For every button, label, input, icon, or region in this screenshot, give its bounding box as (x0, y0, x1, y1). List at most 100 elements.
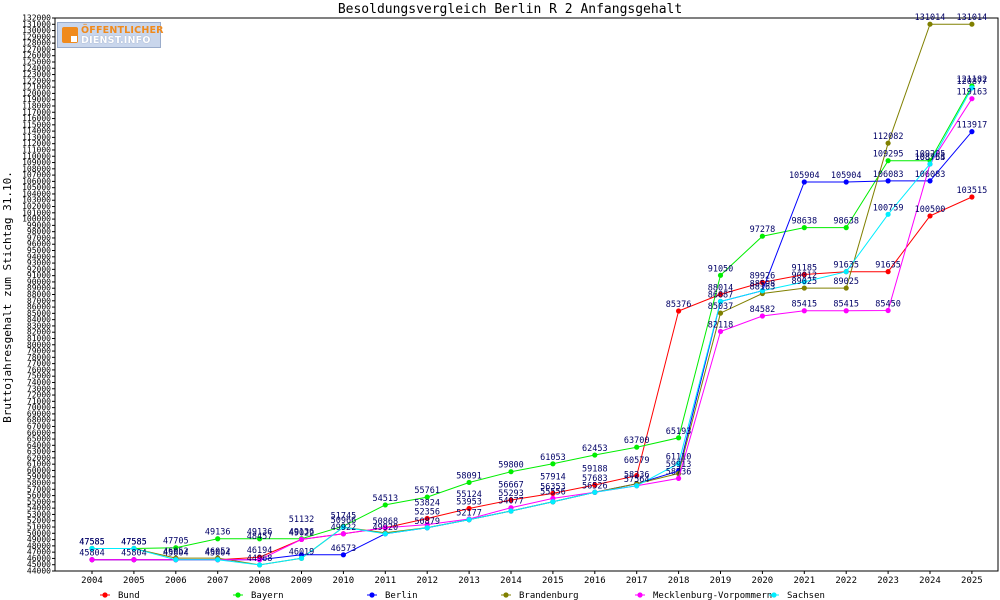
y-tick-label: 100000 (22, 215, 51, 224)
data-point-bayern (592, 452, 598, 458)
y-tick-label: 94000 (27, 252, 51, 261)
data-label: 55293 (498, 489, 524, 499)
data-point-mecklenburg-vorpommern (969, 96, 975, 102)
y-tick-label: 98000 (27, 227, 51, 236)
data-point-bayern (759, 233, 766, 239)
x-tick-label: 2017 (626, 576, 648, 586)
data-point-mecklenburg-vorpommern (676, 475, 682, 481)
legend: Bund Bayern Berlin Brandenburg Mecklenburg-V… (100, 591, 825, 600)
data-label: 55761 (414, 486, 440, 496)
y-tick-label: 119000 (22, 95, 51, 104)
data-label: 97278 (750, 225, 776, 235)
data-label: 63700 (624, 436, 650, 446)
y-tick-label: 99000 (27, 221, 51, 230)
series-line-brandenburg (92, 23, 972, 566)
legend-marker-sachsen (771, 592, 777, 598)
y-tick-label: 76000 (27, 365, 51, 374)
data-label: 82118 (708, 320, 734, 330)
data-point-bund (801, 271, 807, 278)
x-tick-label: 2025 (961, 576, 983, 586)
y-tick-label: 85000 (27, 309, 51, 318)
y-tick-label: 54000 (27, 504, 51, 513)
y-tick-label: 59000 (27, 472, 51, 481)
data-label: 59913 (666, 460, 692, 470)
y-tick-label: 93000 (27, 259, 51, 268)
series-layer (89, 21, 975, 568)
data-label: 49920 (373, 523, 399, 533)
y-tick-label: 44000 (27, 567, 51, 576)
y-tick-label: 66000 (27, 428, 51, 437)
y-tick-label: 67000 (27, 422, 51, 431)
data-point-sachsen (759, 288, 766, 294)
data-point-bayern (843, 225, 849, 231)
x-tick-label: 2012 (416, 576, 438, 586)
legend-marker-berlin (369, 592, 375, 598)
data-label: 44968 (247, 554, 273, 564)
data-label: 91635 (875, 261, 901, 271)
data-label: 47585 (121, 537, 147, 547)
y-tick-label: 46000 (27, 554, 51, 563)
data-point-sachsen (424, 525, 430, 531)
y-tick-label: 115000 (22, 120, 51, 129)
data-point-sachsen (340, 524, 346, 530)
data-point-sachsen (969, 85, 975, 91)
data-label: 61110 (666, 452, 692, 462)
data-point-brandenburg (927, 21, 933, 27)
data-point-berlin (843, 179, 849, 185)
data-point-bayern (885, 158, 891, 164)
data-label: 91185 (792, 263, 818, 273)
y-tick-label: 102000 (22, 202, 51, 211)
y-tick-label: 78000 (27, 353, 51, 362)
y-tick-label: 95000 (27, 246, 51, 255)
y-tick-label: 71000 (27, 397, 51, 406)
data-point-sachsen (634, 483, 640, 489)
data-point-mecklenburg-vorpommern (759, 313, 766, 319)
data-label: 91050 (708, 264, 734, 274)
data-point-bund (424, 515, 430, 522)
data-label: 45804 (121, 549, 147, 559)
y-tick-label: 104000 (22, 189, 51, 198)
data-label: 65193 (666, 427, 692, 437)
data-label: 131014 (957, 13, 988, 23)
y-tick-label: 55000 (27, 497, 51, 506)
data-label: 86887 (708, 290, 734, 300)
data-label: 54077 (498, 497, 524, 507)
x-tick-label: 2014 (500, 576, 522, 586)
y-tick-label: 48000 (27, 541, 51, 550)
y-tick-label: 58000 (27, 479, 51, 488)
legend-label-bund: Bund (118, 591, 140, 600)
data-point-bund (466, 505, 472, 512)
y-tick-label: 130000 (22, 26, 51, 35)
x-tick-label: 2018 (668, 576, 690, 586)
data-label: 56526 (582, 481, 608, 491)
data-point-bund (676, 308, 682, 314)
data-point-bayern (508, 469, 514, 475)
data-point-bund (759, 279, 766, 285)
data-point-brandenburg (843, 285, 849, 291)
data-point-sachsen (89, 545, 95, 552)
data-label: 84582 (750, 305, 776, 315)
data-label: 54513 (373, 494, 399, 504)
x-tick-label: 2007 (207, 576, 229, 586)
data-point-bayern (257, 536, 263, 542)
legend-label-berlin: Berlin (385, 591, 418, 600)
data-point-bund (717, 291, 724, 298)
data-label: 46194 (247, 546, 273, 556)
data-label: 62453 (582, 444, 608, 454)
data-point-bund (634, 472, 640, 479)
data-point-mecklenburg-vorpommern (801, 308, 807, 314)
data-point-bayern (634, 444, 640, 450)
y-tick-label: 91000 (27, 271, 51, 280)
y-tick-label: 77000 (27, 359, 51, 368)
x-tick-label: 2009 (291, 576, 313, 586)
data-label: 105904 (789, 171, 820, 181)
data-label: 119163 (957, 88, 988, 98)
y-tick-label: 82000 (27, 328, 51, 337)
data-point-bund (592, 482, 598, 488)
y-tick-label: 87000 (27, 296, 51, 305)
legend-marker-bayern (235, 592, 241, 598)
logo-square-icon (62, 27, 78, 43)
data-point-berlin (927, 178, 933, 184)
y-tick-label: 75000 (27, 372, 51, 381)
